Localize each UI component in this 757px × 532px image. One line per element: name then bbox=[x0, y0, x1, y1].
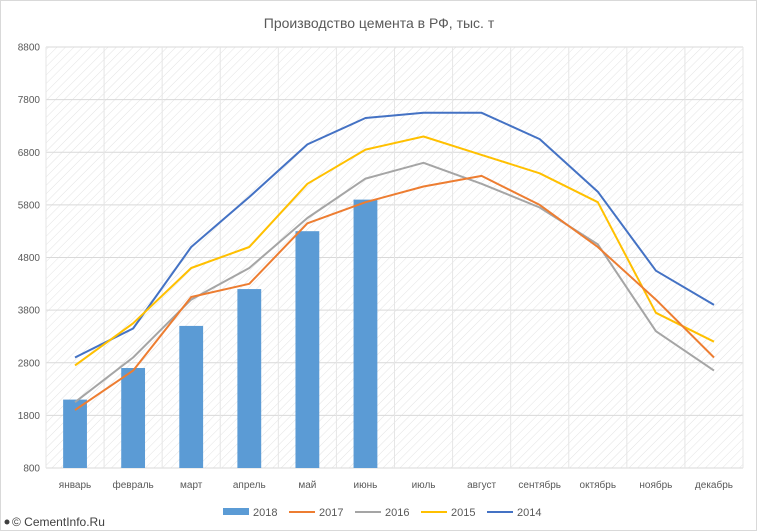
x-tick-label: июнь bbox=[354, 480, 378, 491]
y-tick-label: 1800 bbox=[18, 411, 41, 422]
x-tick-label: ноябрь bbox=[639, 479, 672, 491]
bar-2018 bbox=[63, 399, 87, 468]
bar-2018 bbox=[237, 289, 262, 468]
y-tick-label: 8800 bbox=[18, 43, 41, 54]
y-tick-label: 4800 bbox=[18, 253, 41, 264]
x-tick-label: август bbox=[467, 480, 496, 491]
legend-label-2016: 2016 bbox=[385, 507, 409, 519]
y-tick-label: 7800 bbox=[18, 95, 41, 106]
x-tick-label: октябрь bbox=[580, 479, 617, 491]
bar-2018 bbox=[295, 231, 320, 468]
x-tick-label: январь bbox=[59, 480, 91, 491]
line-series bbox=[74, 111, 715, 411]
legend-label-2017: 2017 bbox=[319, 507, 343, 519]
bar-2018 bbox=[121, 368, 146, 468]
legend-label-2015: 2015 bbox=[451, 507, 475, 519]
watermark: © CementInfo.Ru bbox=[4, 515, 105, 529]
y-tick-label: 800 bbox=[23, 464, 40, 475]
x-tick-label: сентябрь bbox=[518, 479, 561, 491]
line-2017 bbox=[74, 174, 715, 411]
bar-series bbox=[63, 199, 378, 469]
bar-2018 bbox=[353, 199, 378, 469]
line-2014 bbox=[74, 111, 715, 359]
x-tick-label: декабрь bbox=[695, 479, 733, 491]
gridlines bbox=[45, 46, 744, 469]
legend-swatch-2018 bbox=[223, 508, 249, 515]
legend: 2018 2017 2016 2015 2014 bbox=[223, 507, 541, 519]
x-tick-label: май bbox=[298, 480, 316, 491]
legend-label-2018: 2018 bbox=[253, 507, 277, 519]
x-tick-label: февраль bbox=[112, 479, 153, 491]
x-tick-label: июль bbox=[412, 480, 436, 491]
copyright-dot-icon bbox=[4, 519, 10, 525]
y-tick-label: 3800 bbox=[18, 306, 41, 317]
x-tick-label: апрель bbox=[233, 480, 266, 491]
y-tick-label: 6800 bbox=[18, 148, 41, 159]
y-axis: 800 1800 2800 3800 4800 5800 6800 7800 8800 bbox=[18, 43, 41, 475]
watermark-text: © CementInfo.Ru bbox=[12, 515, 105, 529]
y-tick-label: 2800 bbox=[18, 358, 41, 369]
x-tick-label: март bbox=[180, 480, 203, 491]
legend-label-2014: 2014 bbox=[517, 507, 541, 519]
bar-2018 bbox=[179, 325, 204, 468]
line-2015 bbox=[74, 135, 715, 367]
x-axis: январь февраль март апрель май июнь июль август… bbox=[59, 479, 733, 491]
chart-title: Производство цемента в РФ, тыс. т bbox=[264, 15, 495, 31]
y-tick-label: 5800 bbox=[18, 200, 41, 211]
